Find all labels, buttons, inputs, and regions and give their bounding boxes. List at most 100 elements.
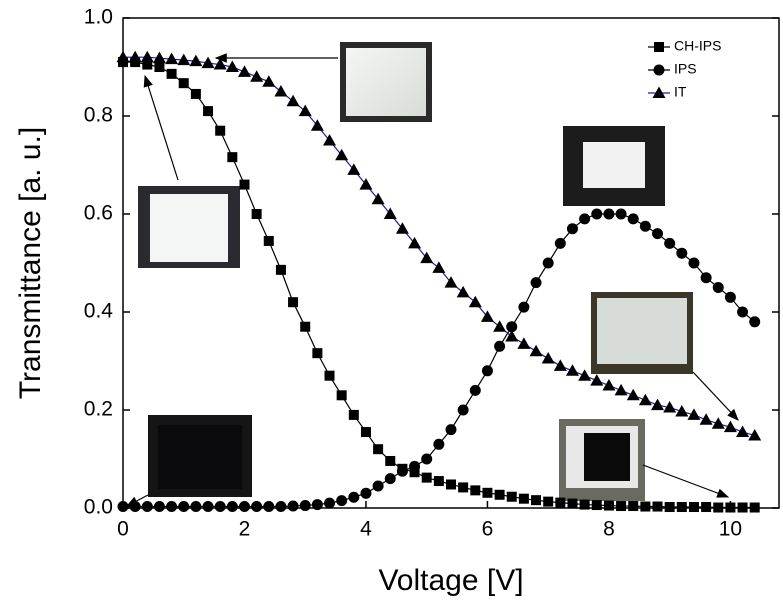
data-point bbox=[676, 248, 687, 259]
data-point bbox=[239, 501, 250, 512]
data-point bbox=[507, 492, 517, 502]
data-point bbox=[664, 238, 675, 249]
data-point bbox=[555, 498, 565, 508]
legend-marker bbox=[654, 65, 665, 76]
data-point bbox=[373, 480, 384, 491]
legend-marker bbox=[654, 42, 664, 52]
data-point bbox=[555, 238, 566, 249]
data-point bbox=[470, 385, 481, 396]
data-point bbox=[409, 461, 420, 472]
data-point bbox=[300, 322, 310, 332]
data-point bbox=[531, 277, 542, 288]
data-point bbox=[700, 413, 713, 425]
data-point bbox=[458, 405, 469, 416]
data-point bbox=[517, 337, 530, 349]
data-point bbox=[252, 209, 262, 219]
data-point bbox=[264, 236, 274, 246]
data-point bbox=[518, 302, 529, 313]
data-point bbox=[325, 371, 335, 381]
data-point bbox=[167, 69, 177, 79]
data-point bbox=[689, 502, 699, 512]
data-point bbox=[725, 503, 735, 513]
data-point bbox=[736, 426, 749, 438]
legend-label: CH-IPS bbox=[674, 38, 721, 54]
data-point bbox=[312, 348, 322, 358]
data-point bbox=[262, 75, 275, 87]
inset-photos bbox=[138, 42, 693, 501]
data-point bbox=[457, 286, 470, 298]
data-point bbox=[738, 503, 748, 513]
legend-label: IPS bbox=[674, 61, 697, 77]
data-point bbox=[713, 282, 724, 293]
y-tick-label: 0.6 bbox=[84, 202, 113, 225]
data-point bbox=[604, 501, 614, 511]
data-point bbox=[665, 502, 675, 512]
data-point bbox=[567, 499, 577, 509]
data-point bbox=[640, 221, 651, 232]
data-point bbox=[602, 379, 615, 391]
data-point bbox=[688, 258, 699, 269]
chart: CH-IPSIPSIT Voltage [V] Transmittance [a… bbox=[0, 0, 783, 606]
data-point bbox=[190, 501, 201, 512]
data-point bbox=[239, 180, 249, 190]
data-point bbox=[701, 502, 711, 512]
data-point bbox=[713, 503, 723, 513]
data-point bbox=[591, 209, 602, 220]
data-point bbox=[566, 364, 579, 376]
data-point bbox=[215, 501, 226, 512]
y-tick-label: 0.4 bbox=[84, 300, 114, 323]
data-point bbox=[275, 501, 286, 512]
data-point bbox=[675, 405, 688, 417]
data-point bbox=[737, 307, 748, 318]
data-point bbox=[567, 223, 578, 234]
page: {"chart_data": { "type": "line", "x_labe… bbox=[0, 0, 783, 606]
data-point bbox=[250, 70, 263, 82]
data-point bbox=[385, 473, 396, 484]
x-tick-label: 8 bbox=[603, 518, 615, 541]
data-point bbox=[458, 482, 468, 492]
data-point bbox=[299, 105, 312, 117]
x-tick-label: 10 bbox=[719, 518, 742, 541]
data-point bbox=[651, 399, 664, 411]
data-point bbox=[750, 503, 760, 513]
data-point bbox=[640, 502, 650, 512]
data-point bbox=[470, 485, 480, 495]
data-point bbox=[434, 476, 444, 486]
data-point bbox=[494, 341, 505, 352]
data-point bbox=[141, 51, 154, 63]
data-point bbox=[628, 213, 639, 224]
data-point bbox=[227, 501, 238, 512]
data-point bbox=[482, 488, 492, 498]
x-tick-label: 6 bbox=[482, 518, 494, 541]
x-tick-label: 4 bbox=[360, 518, 372, 541]
data-point bbox=[639, 394, 652, 406]
data-point bbox=[203, 106, 213, 116]
data-point bbox=[628, 501, 638, 511]
data-point bbox=[263, 501, 274, 512]
data-point bbox=[117, 51, 130, 63]
data-point bbox=[203, 501, 214, 512]
data-point bbox=[530, 345, 543, 357]
data-point bbox=[446, 424, 457, 435]
data-point bbox=[725, 292, 736, 303]
data-point bbox=[616, 209, 627, 220]
data-point bbox=[627, 389, 640, 401]
data-point bbox=[300, 500, 311, 511]
data-point bbox=[531, 495, 541, 505]
data-point bbox=[421, 454, 432, 465]
data-point bbox=[495, 490, 505, 500]
data-point bbox=[590, 374, 603, 386]
data-point bbox=[580, 500, 590, 510]
data-point bbox=[154, 501, 165, 512]
data-point bbox=[482, 365, 493, 376]
data-point bbox=[422, 473, 432, 483]
x-tick-label: 0 bbox=[117, 518, 129, 541]
data-point bbox=[554, 359, 567, 371]
data-point bbox=[385, 456, 395, 466]
data-point bbox=[519, 494, 529, 504]
data-point bbox=[677, 502, 687, 512]
data-point bbox=[360, 488, 371, 499]
data-point bbox=[336, 495, 347, 506]
data-point bbox=[432, 261, 445, 273]
